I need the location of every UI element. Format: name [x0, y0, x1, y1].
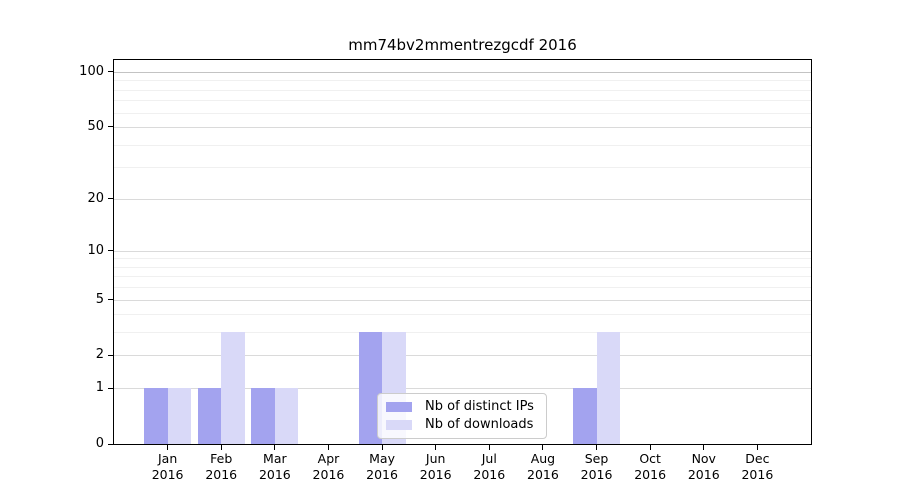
x-axis-tick	[327, 445, 329, 450]
y-axis-tick-label: 50	[87, 118, 104, 134]
y-axis-tick	[108, 299, 113, 301]
plot-area	[113, 59, 812, 445]
x-axis-tick-label: Feb 2016	[205, 451, 238, 482]
x-axis-tick	[596, 445, 598, 450]
x-axis-tick	[220, 445, 222, 450]
x-axis-tick-label: Aug 2016	[527, 451, 559, 482]
x-axis-tick-label: Jul 2016	[473, 451, 506, 482]
y-axis-tick-label: 5	[95, 291, 104, 307]
x-axis-tick	[274, 445, 276, 450]
x-axis-tick	[649, 445, 651, 450]
gridline-minor	[114, 276, 811, 278]
bar-distinct-ips	[197, 388, 222, 444]
x-axis-tick	[756, 445, 758, 450]
legend-label-downloads: Nb of downloads	[425, 417, 534, 432]
gridline-minor	[114, 80, 811, 82]
legend-swatch-distinct-ips	[386, 402, 412, 412]
x-axis-tick	[488, 445, 490, 450]
gridline-major	[114, 355, 811, 357]
bar-downloads	[596, 332, 621, 444]
legend-row-downloads: Nb of downloads	[386, 417, 540, 433]
x-axis-tick-label: Jan 2016	[151, 451, 184, 482]
y-axis-tick-label: 100	[79, 63, 104, 79]
gridline-minor	[114, 258, 811, 260]
bar-distinct-ips	[573, 388, 597, 444]
gridline-minor	[114, 167, 811, 169]
y-axis-tick-label: 2	[95, 347, 104, 363]
y-axis-tick	[108, 126, 113, 128]
y-axis-tick-label: 0	[95, 436, 104, 451]
x-axis-tick-label: Dec 2016	[741, 451, 774, 482]
bar-downloads	[221, 332, 245, 444]
gridline-major	[114, 388, 811, 390]
gridline-minor	[114, 144, 811, 146]
gridline-major	[114, 299, 811, 301]
bar-downloads	[167, 388, 192, 444]
chart-title: mm74bv2mmentrezgcdf 2016	[348, 36, 577, 54]
y-axis-tick-label: 10	[87, 242, 104, 258]
x-axis-tick-label: Oct 2016	[634, 451, 667, 482]
legend-label-distinct-ips: Nb of distinct IPs	[425, 399, 534, 414]
gridline-minor	[114, 314, 811, 316]
x-axis-tick	[703, 445, 705, 450]
gridline-major	[114, 198, 811, 200]
gridline-minor	[114, 332, 811, 334]
gridline-minor	[114, 112, 811, 114]
x-axis-tick-label: May 2016	[366, 451, 398, 482]
gridline-major	[114, 126, 811, 128]
x-axis-tick-label: Nov 2016	[687, 451, 720, 482]
x-axis-tick-label: Mar 2016	[258, 451, 291, 482]
x-axis-tick-label: Sep 2016	[580, 451, 613, 482]
legend-swatch-downloads	[386, 420, 412, 430]
x-axis-tick	[381, 445, 383, 450]
bar-downloads	[274, 388, 299, 444]
x-axis-tick	[435, 445, 437, 450]
bar-distinct-ips	[144, 388, 168, 444]
y-axis-tick	[108, 250, 113, 252]
gridline-minor	[114, 287, 811, 289]
bar-distinct-ips	[358, 332, 383, 444]
gridline-minor	[114, 266, 811, 268]
x-axis-tick	[167, 445, 169, 450]
y-axis-tick	[108, 198, 113, 199]
y-axis-tick-label: 1	[95, 380, 104, 396]
gridline-major	[114, 250, 811, 252]
gridline-major	[114, 71, 811, 73]
gridline-minor	[114, 100, 811, 102]
y-axis-tick-label: 20	[87, 190, 104, 206]
y-axis-tick	[108, 354, 113, 356]
x-axis-tick-label: Apr 2016	[312, 451, 345, 482]
x-axis-tick	[542, 445, 544, 450]
legend-row-distinct-ips: Nb of distinct IPs	[386, 399, 540, 415]
legend: Nb of distinct IPs Nb of downloads	[377, 393, 547, 439]
y-axis-tick	[108, 71, 113, 73]
bar-distinct-ips	[251, 388, 275, 444]
x-axis-tick-label: Jun 2016	[419, 451, 452, 482]
y-axis-tick	[108, 387, 113, 389]
y-axis-tick	[108, 443, 113, 445]
gridline-minor	[114, 89, 811, 91]
